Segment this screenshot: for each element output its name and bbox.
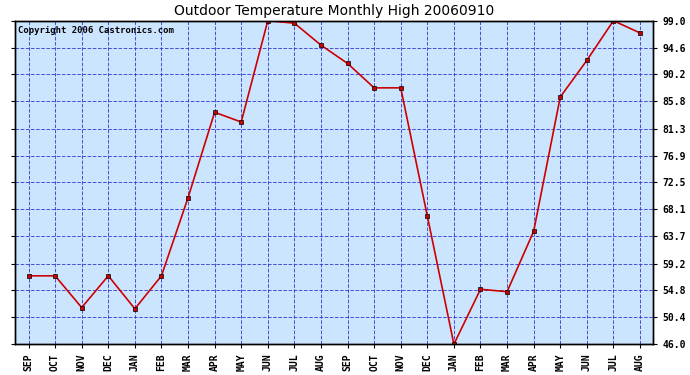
Text: Copyright 2006 Castronics.com: Copyright 2006 Castronics.com: [19, 26, 175, 34]
Title: Outdoor Temperature Monthly High 20060910: Outdoor Temperature Monthly High 2006091…: [174, 4, 495, 18]
